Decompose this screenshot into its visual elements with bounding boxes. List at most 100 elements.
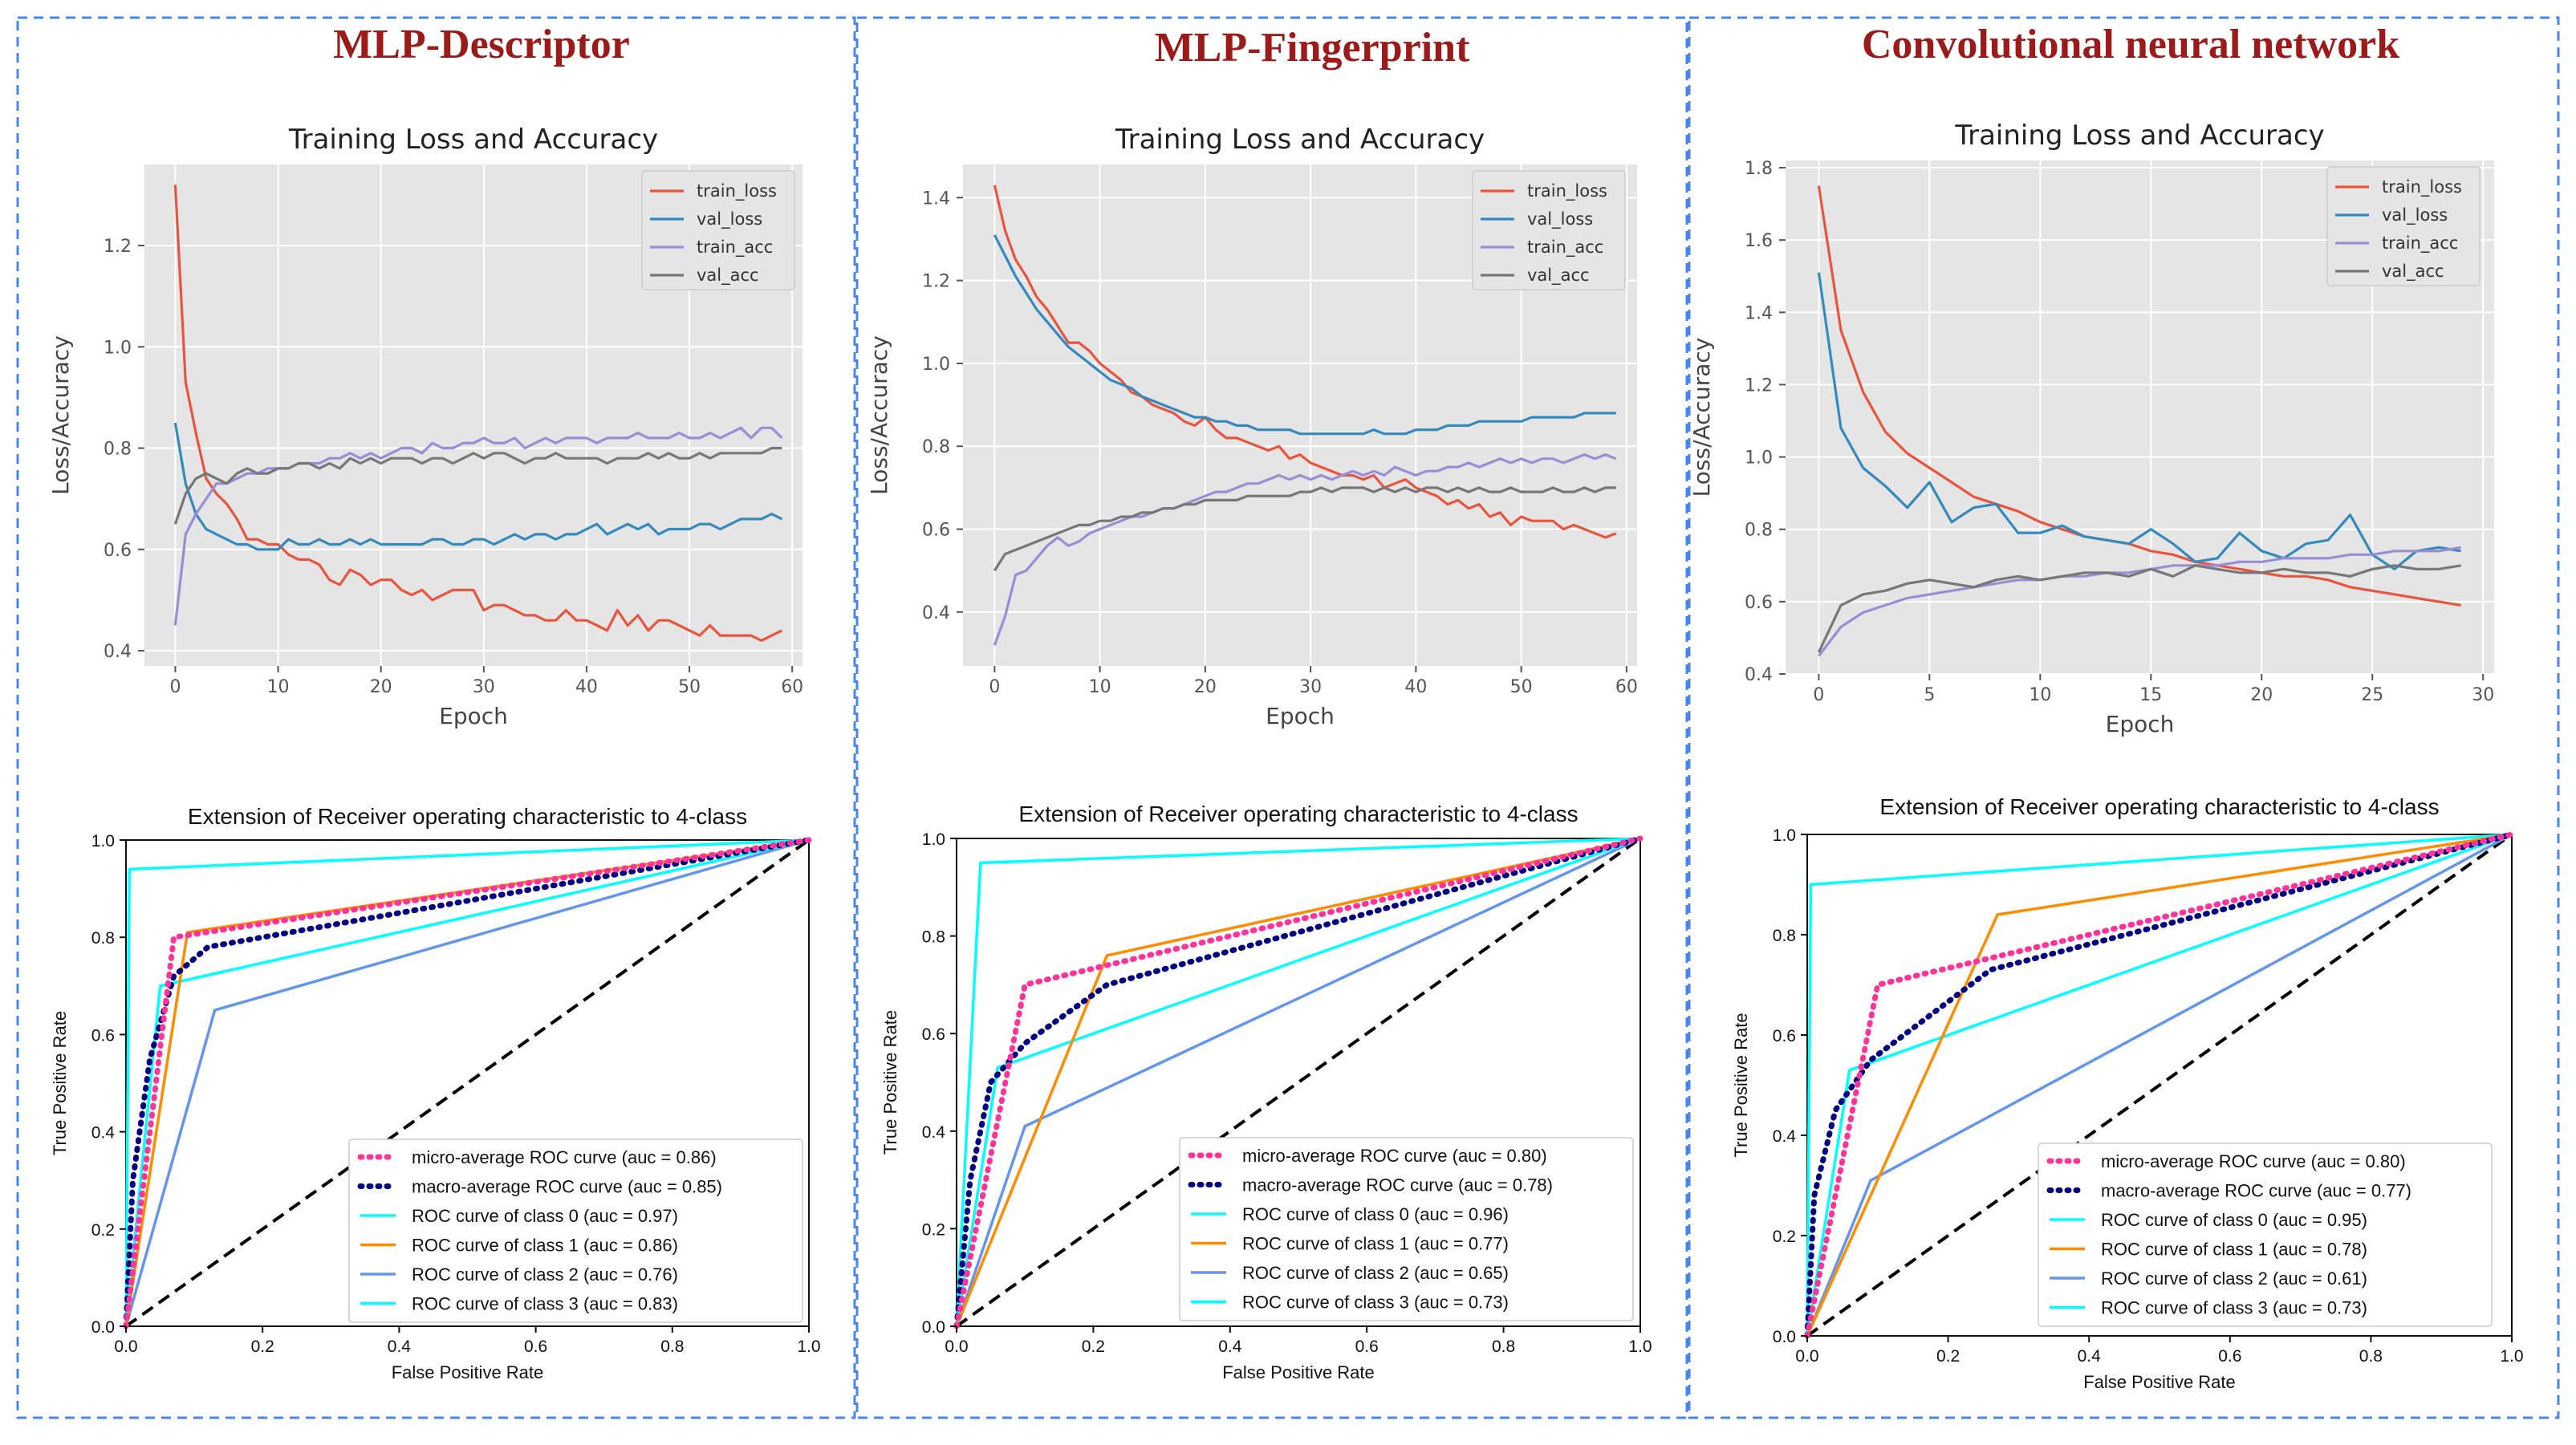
x-tick-label: 0.8 (660, 1337, 684, 1356)
x-tick-label: 0.2 (1082, 1337, 1105, 1356)
legend-box (1472, 170, 1626, 290)
x-tick-label: 30 (2472, 685, 2494, 705)
chart-title: Training Loss and Accuracy (1954, 120, 2324, 152)
series-line-train-acc (993, 453, 1617, 646)
y-tick-label: 0.6 (922, 1025, 945, 1044)
series-line-val-loss (1817, 272, 2461, 570)
legend-entry: val_acc (1527, 266, 1590, 286)
legend-entry: val_acc (2382, 262, 2444, 282)
legend-box (2038, 1143, 2493, 1327)
panel-title-cnn: Convolutional neural network (1862, 22, 2399, 67)
y-tick-label: 0.6 (1773, 1027, 1796, 1045)
x-tick-label: 0.4 (388, 1337, 412, 1356)
panel-border-1 (16, 16, 856, 1419)
x-tick-label: 0.6 (2218, 1347, 2241, 1366)
y-tick-label: 1.2 (104, 237, 132, 257)
legend-entry: train_acc (1527, 237, 1603, 258)
y-tick-label: 0.8 (1773, 927, 1796, 945)
series-line-val-acc (1817, 564, 2461, 653)
panel-title-mlp-fingerprint: MLP-Fingerprint (1155, 25, 1471, 71)
x-tick-label: 1.0 (2500, 1347, 2523, 1366)
roc-curve-class2 (124, 838, 810, 1327)
x-tick-label: 20 (1194, 677, 1217, 697)
roc-curve-class3 (955, 837, 1641, 1327)
x-tick-label: 0.6 (524, 1337, 547, 1356)
x-tick-label: 10 (1089, 677, 1111, 697)
y-tick-label: 0.4 (91, 1124, 116, 1143)
x-tick-label: 1.0 (1628, 1337, 1652, 1356)
y-tick-label: 0.2 (922, 1220, 945, 1239)
legend-entry: train_loss (1527, 181, 1607, 201)
roc-curve-class0 (1806, 833, 2513, 1337)
legend-entry: train_loss (2382, 177, 2462, 197)
y-tick-label: 0.6 (1745, 593, 1773, 613)
roc-chart-mlp-fingerprint: 0.0 0.2 0.4 0.6 0.8 1.0 0.0 0.2 0.4 0.6 0.8 1.0 Exte… (880, 802, 1652, 1382)
roc-curve-chance (1806, 833, 2513, 1337)
x-axis-label: Epoch (2106, 711, 2175, 737)
legend-entry: macro-average ROC curve (auc = 0.78) (1242, 1175, 1553, 1195)
roc-curve-class1 (955, 837, 1641, 1327)
y-axis-label: True Positive Rate (50, 1011, 70, 1155)
x-tick-label: 5 (1924, 685, 1935, 705)
training-chart-mlp-fingerprint: 0 10 20 30 40 50 60 0.4 0.6 0.8 1.0 1.2 1.4 Training … (866, 124, 1638, 729)
x-tick-label: 10 (2029, 685, 2051, 705)
legend-entry: ROC curve of class 3 (auc = 0.73) (1242, 1293, 1509, 1313)
x-tick-label: 0.0 (114, 1337, 137, 1356)
roc-curve-micro (953, 835, 1644, 1329)
x-axis-label: Epoch (439, 703, 508, 729)
y-axis-label: Loss/Accuracy (1688, 338, 1715, 497)
x-tick-label: 0 (989, 677, 1000, 697)
y-tick-label: 0.2 (91, 1221, 115, 1240)
legend-entry: ROC curve of class 3 (auc = 0.73) (2101, 1298, 2367, 1318)
y-tick-label: 1.4 (922, 189, 950, 209)
series-line-val-acc (173, 446, 782, 525)
y-tick-label: 0.0 (91, 1318, 115, 1337)
x-tick-label: 0.0 (1795, 1347, 1818, 1366)
panel-title-mlp-descriptor: MLP-Descriptor (333, 22, 630, 67)
x-tick-label: 20 (2250, 685, 2273, 705)
legend-entry: val_acc (697, 266, 759, 286)
roc-chart-cnn: 0.0 0.2 0.4 0.6 0.8 1.0 0.0 0.2 0.4 0.6 0.8 1.0 Exte… (1731, 794, 2524, 1392)
y-tick-label: 1.0 (1745, 449, 1773, 469)
legend-entry: ROC curve of class 1 (auc = 0.78) (2101, 1240, 2367, 1260)
legend-entry: micro-average ROC curve (auc = 0.86) (412, 1147, 717, 1167)
legend-entry: ROC curve of class 2 (auc = 0.76) (412, 1264, 678, 1285)
legend-entry: ROC curve of class 1 (auc = 0.86) (412, 1236, 678, 1256)
series-line-val-acc (993, 486, 1616, 572)
x-tick-label: 0.8 (2359, 1347, 2383, 1366)
y-tick-label: 0.6 (104, 541, 132, 561)
legend-entry: train_acc (697, 237, 773, 258)
y-tick-label: 0.8 (91, 929, 115, 948)
x-tick-label: 40 (1404, 677, 1427, 697)
chart-title: Extension of Receiver operating characte… (1018, 802, 1578, 826)
panel-border-3 (1688, 16, 2560, 1419)
x-tick-label: 0.8 (1492, 1337, 1515, 1356)
x-tick-label: 60 (1615, 677, 1638, 697)
x-tick-label: 0.2 (1936, 1347, 1960, 1366)
x-tick-label: 60 (781, 677, 803, 697)
x-tick-label: 0.4 (1218, 1337, 1242, 1356)
legend-entry: ROC curve of class 2 (auc = 0.65) (1242, 1263, 1509, 1283)
panel-border-2 (855, 16, 1688, 1419)
y-tick-label: 1.2 (922, 272, 950, 292)
series-line-val-loss (993, 234, 1616, 436)
x-tick-label: 0 (169, 677, 181, 697)
y-tick-label: 1.4 (1745, 303, 1773, 323)
x-axis-label: False Positive Rate (392, 1362, 544, 1382)
y-tick-label: 0.4 (922, 1123, 946, 1142)
chart-title: Training Loss and Accuracy (1115, 124, 1485, 156)
y-tick-label: 1.2 (1745, 375, 1773, 396)
chart-title: Training Loss and Accuracy (288, 124, 658, 156)
x-tick-label: 50 (1510, 677, 1533, 697)
x-axis-label: False Positive Rate (1222, 1362, 1375, 1382)
y-tick-label: 1.0 (922, 355, 950, 375)
legend-entry: val_loss (1527, 209, 1593, 229)
series-line-train-loss (1817, 185, 2461, 607)
legend-entry: val_loss (2382, 205, 2448, 225)
y-tick-label: 0.8 (922, 928, 945, 947)
x-tick-label: 0.0 (945, 1337, 968, 1356)
series-line-val-loss (173, 422, 783, 551)
x-tick-label: 20 (370, 677, 392, 697)
roc-chart-mlp-descriptor: 0.0 0.2 0.4 0.6 0.8 1.0 0.0 0.2 0.4 0.6 0.8 1.0 Exte… (50, 804, 821, 1382)
